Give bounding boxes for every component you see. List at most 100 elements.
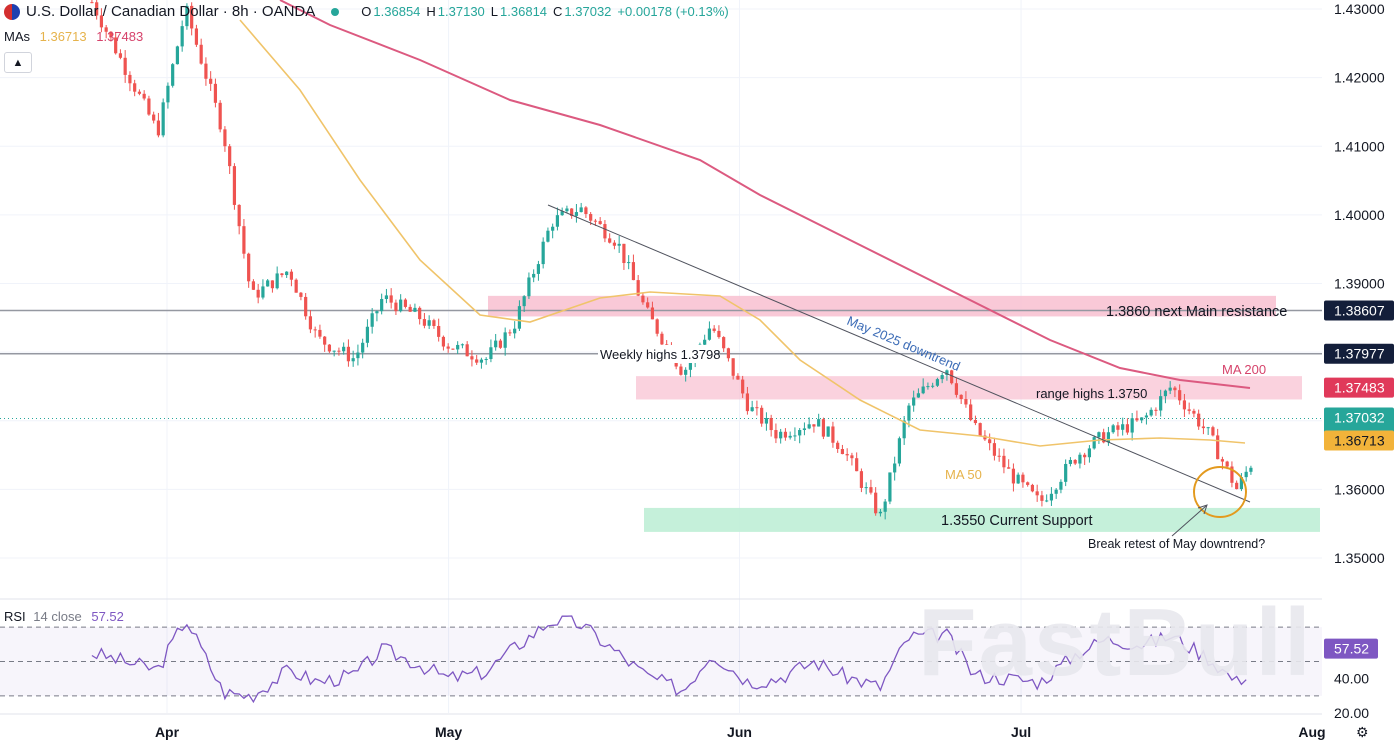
candle-body (964, 399, 968, 405)
mas-legend[interactable]: MAs 1.36713 1.37483 (4, 29, 143, 44)
price-level-label: 1.37977 (1334, 346, 1385, 362)
candle-body (916, 393, 921, 398)
candle-body (973, 419, 978, 424)
price-tick-label: 1.35000 (1334, 550, 1385, 566)
downtrend-line (547, 204, 1251, 503)
candle-body (118, 53, 123, 58)
candle-body (546, 230, 550, 242)
candle-body (760, 407, 764, 424)
mas-label: MAs (4, 29, 30, 44)
price-level-tag (1324, 300, 1394, 321)
candle-body (194, 28, 199, 45)
candle-body (498, 340, 503, 348)
candle-body (109, 31, 113, 38)
candle-body (1035, 491, 1039, 496)
candle-body (1068, 459, 1073, 464)
candle-body (133, 83, 137, 92)
candle-body (1235, 482, 1239, 490)
candle-body (285, 271, 289, 276)
candle-body (541, 241, 545, 265)
downtrend-label: May 2025 downtrend (845, 313, 963, 374)
candle-body (788, 435, 792, 438)
time-tick-label: May (435, 724, 462, 740)
candle-body (161, 102, 165, 136)
time-tick-label: Apr (155, 724, 180, 740)
candle-body (750, 407, 754, 412)
candle-body (1097, 432, 1101, 438)
candle-body (665, 344, 669, 346)
candle-body (422, 319, 427, 326)
candle-body (684, 369, 688, 375)
rsi-value-tag (1324, 638, 1378, 659)
candle-body (441, 336, 446, 347)
candle-body (1040, 495, 1044, 501)
candle-body (731, 358, 735, 376)
candle-body (935, 379, 940, 386)
candle-body (327, 344, 332, 352)
candle-body (1182, 400, 1187, 410)
candle-body (617, 243, 621, 246)
candle-body (270, 280, 275, 289)
candle-body (1083, 454, 1087, 458)
price-level-tag (1324, 343, 1394, 364)
candle-body (897, 438, 902, 464)
settings-gear-icon[interactable]: ⚙ (1356, 724, 1369, 740)
candle-body (565, 208, 569, 212)
candle-body (603, 224, 607, 239)
candle-body (802, 428, 807, 431)
chevron-up-icon: ▲ (12, 56, 24, 69)
candle-body (228, 146, 232, 167)
rsi-legend[interactable]: RSI 14 close 57.52 (4, 609, 124, 624)
candle-body (1168, 387, 1172, 391)
candle-body (375, 311, 379, 314)
collapse-legend-button[interactable]: ▲ (4, 52, 32, 73)
candle-body (940, 375, 944, 380)
candle-body (783, 431, 788, 438)
candle-body (631, 262, 636, 281)
candle-body (1054, 489, 1058, 494)
candle-body (864, 487, 868, 489)
price-tick-label: 1.39000 (1334, 276, 1385, 292)
candle-body (883, 501, 887, 512)
candle-body (1049, 493, 1054, 501)
candle-body (1163, 390, 1168, 397)
weekly-highs-label: Weekly highs 1.3798 (600, 347, 720, 362)
resistance-label: 1.3860 next Main resistance (1106, 304, 1287, 320)
candle-body (199, 44, 203, 64)
candle-body (384, 295, 389, 300)
candle-body (527, 277, 531, 297)
price-level-tag (1324, 430, 1394, 451)
candle-body (812, 424, 816, 427)
market-status-icon (331, 7, 340, 16)
candle-body (460, 344, 465, 346)
time-tick-label: Jun (727, 724, 752, 740)
candle-body (655, 319, 659, 334)
candle-body (1211, 427, 1215, 436)
candle-body (793, 435, 797, 437)
candle-body (318, 329, 322, 337)
candle-body (513, 328, 517, 334)
symbol-title[interactable]: U.S. Dollar / Canadian Dollar · 8h · OAN… (26, 3, 316, 20)
weekly-label-bg (598, 345, 716, 363)
candle-body (722, 337, 726, 349)
candle-body (470, 356, 474, 360)
price-tick-label: 1.40000 (1334, 207, 1385, 223)
time-tick-label: Aug (1298, 724, 1325, 740)
candle-body (612, 242, 617, 246)
candle-body (1078, 454, 1082, 464)
candle-body (104, 27, 108, 32)
candle-body (745, 393, 750, 412)
candle-body (674, 359, 678, 367)
flag-icon (4, 3, 20, 20)
candle-body (1064, 463, 1068, 482)
candle-body (190, 5, 194, 29)
ma200-legend-value: 1.37483 (96, 29, 144, 44)
candle-body (921, 386, 925, 394)
candle-body (432, 320, 436, 327)
rsi-value: 57.52 (91, 609, 124, 624)
candle-body (954, 383, 959, 395)
candle-body (1149, 409, 1153, 416)
candle-body (850, 455, 854, 459)
ma200-chart-label: MA 200 (1222, 362, 1266, 377)
